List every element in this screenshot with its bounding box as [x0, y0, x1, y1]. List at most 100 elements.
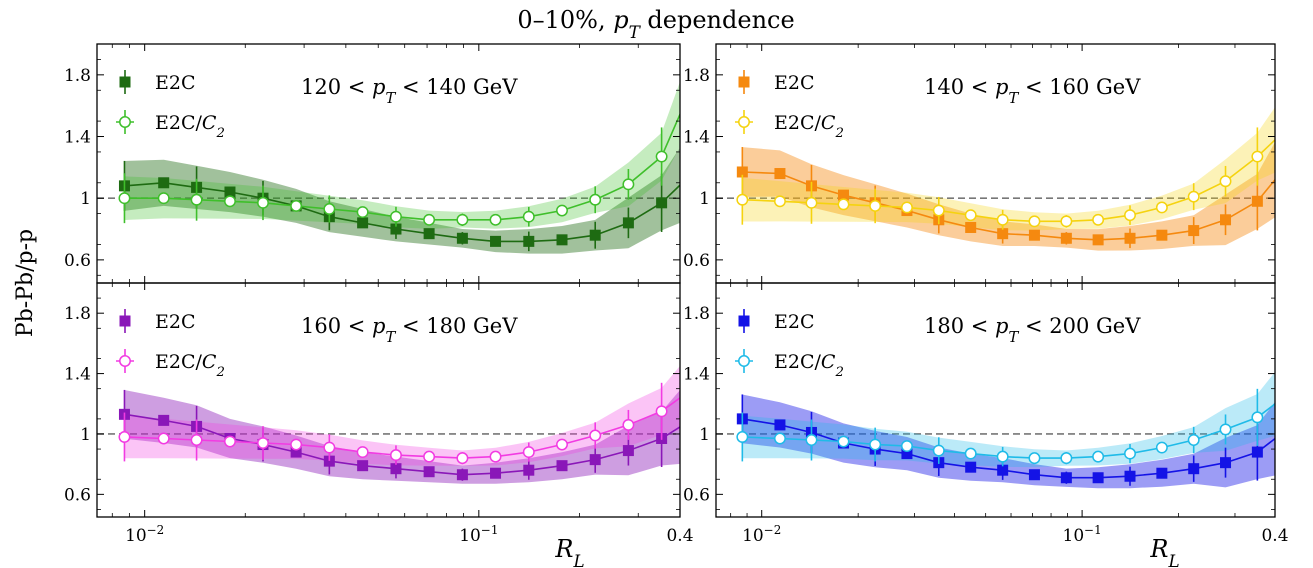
data-point-e2c-c2 [556, 438, 568, 451]
legend-marker-e2c-c2 [119, 355, 131, 367]
data-point-e2c [158, 177, 170, 189]
data-point-e2c-c2 [489, 450, 502, 463]
legend-marker-e2c-c2 [119, 116, 131, 128]
data-point-e2c [1092, 472, 1104, 484]
data-point-e2c-c2 [1187, 434, 1200, 446]
x-tick-label: 0.4 [1261, 526, 1288, 546]
data-point-e2c-c2 [869, 199, 882, 212]
y-tick-label: 1.4 [683, 128, 710, 148]
data-point-e2c-c2 [290, 438, 303, 451]
data-point-e2c [837, 189, 849, 201]
data-point-e2c-c2 [869, 438, 882, 451]
y-tick-label: 1.8 [683, 304, 710, 324]
data-point-e2c [456, 232, 468, 244]
legend-marker-e2c [119, 76, 131, 88]
data-point-e2c-c2 [932, 444, 945, 457]
legend-marker-e2c-c2 [738, 355, 750, 367]
data-point-e2c-c2 [964, 209, 977, 222]
data-point-e2c [490, 467, 502, 479]
data-point-e2c [656, 197, 668, 209]
legend-label: E2C/C2 [774, 351, 844, 380]
y-tick-label: 1 [699, 425, 710, 445]
data-point-e2c-c2 [805, 196, 818, 209]
series-line-e2c [124, 181, 680, 243]
data-point-e2c-c2 [224, 195, 236, 208]
legend-marker-e2c [738, 76, 750, 88]
x-tick-label: 10−2 [125, 523, 164, 546]
data-point-e2c-c2 [190, 193, 203, 206]
data-point-e2c [423, 466, 435, 478]
data-point-e2c-c2 [589, 193, 602, 206]
data-point-e2c [1028, 469, 1040, 481]
data-point-e2c-c2 [996, 213, 1009, 226]
data-point-e2c-c2 [736, 193, 749, 206]
y-tick-label: 1.4 [64, 365, 91, 385]
data-point-e2c [965, 461, 977, 473]
data-point-e2c [456, 469, 468, 481]
legend-label: E2C [155, 311, 196, 333]
data-point-e2c [1060, 232, 1072, 244]
legend-label: E2C [155, 72, 196, 94]
panel-bottom-right: 0.6 1 1.4 1.8 10−2 10−1 0.4 RL E2C E2C/C2 180 < pT… [683, 282, 1291, 568]
y-tick-label: 1.8 [683, 66, 710, 86]
data-point-e2c-c2 [589, 429, 602, 442]
data-point-e2c-c2 [805, 434, 818, 446]
data-point-e2c [556, 234, 568, 246]
y-tick-label: 0.6 [64, 251, 91, 271]
panel-top-left: 0.6 1 1.4 1.8 E2C E2C/C2 120 < pT < 140 GeV [64, 43, 696, 284]
data-point-e2c-c2 [1187, 190, 1200, 203]
x-axis-label: RL [554, 535, 584, 568]
data-point-e2c [997, 464, 1009, 476]
data-point-e2c-c2 [1124, 209, 1136, 222]
data-point-e2c-c2 [1219, 423, 1232, 436]
data-point-e2c-c2 [1155, 201, 1168, 214]
x-tick-label: 0.4 [666, 526, 693, 546]
data-point-e2c-c2 [118, 431, 131, 443]
data-point-e2c [1280, 425, 1291, 436]
legend-marker-e2c-c2 [738, 116, 750, 128]
data-point-e2c [1188, 225, 1200, 237]
data-point-e2c-c2 [736, 431, 749, 443]
data-point-e2c-c2 [773, 432, 786, 445]
plot-area [97, 81, 696, 254]
series-line-e2c [124, 413, 680, 476]
data-point-e2c-c2 [390, 449, 402, 462]
data-point-e2c [490, 235, 502, 247]
x-axis-label: RL [1149, 535, 1179, 568]
data-point-e2c [622, 445, 634, 457]
data-point-e2c [1188, 463, 1200, 475]
data-point-e2c-c2 [685, 85, 695, 95]
legend-label: E2C [774, 311, 815, 333]
y-tick-label: 1.8 [64, 304, 91, 324]
y-tick-label: 0.6 [683, 251, 710, 271]
data-point-e2c [1060, 472, 1072, 484]
data-point-e2c-c2 [622, 418, 635, 431]
pt-range-annotation: 180 < pT < 200 GeV [924, 314, 1141, 346]
data-point-e2c [290, 446, 302, 458]
data-point-e2c [323, 455, 335, 467]
data-point-e2c-c2 [323, 203, 336, 215]
y-tick-label: 1.8 [64, 66, 91, 86]
data-point-e2c [523, 464, 535, 476]
uncertainty-band-e2c-c2 [742, 371, 1275, 468]
data-point-e2c [390, 223, 402, 235]
data-point-e2c-c2 [290, 199, 303, 212]
pt-range-annotation: 120 < pT < 140 GeV [301, 75, 518, 107]
y-tick-label: 1 [80, 425, 91, 445]
data-point-e2c [1156, 229, 1168, 241]
data-point-e2c-c2 [257, 196, 269, 209]
data-point-e2c-c2 [1092, 213, 1105, 226]
data-point-e2c [390, 463, 402, 475]
legend-label: E2C/C2 [774, 112, 844, 141]
data-point-e2c-c2 [1251, 411, 1264, 424]
data-point-e2c-c2 [456, 452, 469, 465]
data-point-e2c [1124, 470, 1136, 482]
data-point-e2c [685, 170, 696, 181]
data-point-e2c-c2 [773, 195, 786, 208]
data-point-e2c-c2 [1092, 450, 1105, 463]
panel-frame [96, 282, 681, 518]
data-point-e2c [685, 415, 696, 426]
data-point-e2c-c2 [456, 213, 469, 226]
data-point-e2c-c2 [1155, 441, 1168, 454]
data-point-e2c-c2 [901, 440, 913, 452]
